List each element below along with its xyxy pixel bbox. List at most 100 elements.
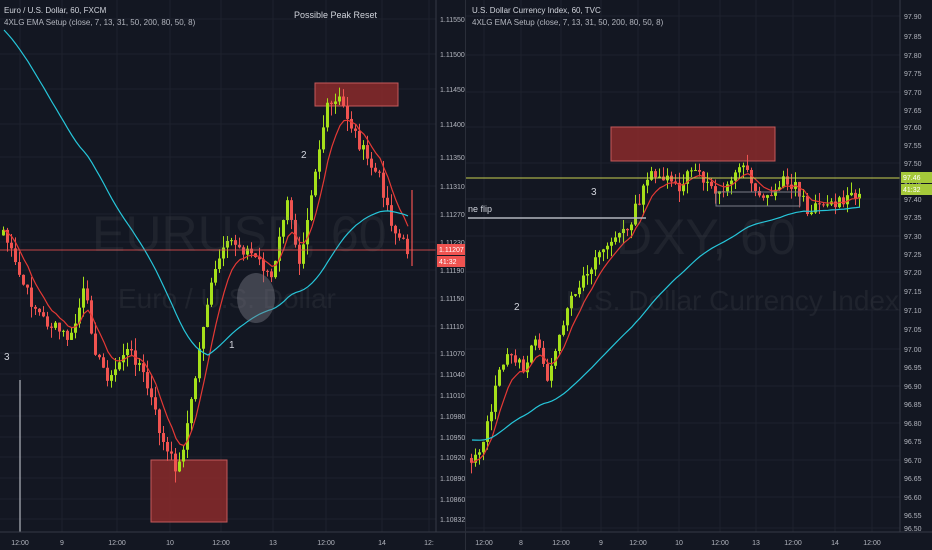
eurusd-candle-body-64: [258, 257, 261, 260]
dxy-candle-body-82: [798, 181, 801, 197]
dxy-candle-body-69: [746, 165, 749, 170]
eurusd-candle-body-24: [98, 354, 101, 358]
eurusd-price-tick-10: 1.11110: [440, 324, 464, 331]
dxy-candle-body-36: [614, 237, 617, 242]
dxy-candle-body-88: [822, 204, 825, 206]
eurusd-candle-body-26: [106, 367, 109, 381]
dxy-candle-body-21: [554, 351, 557, 366]
dxy-chart-title[interactable]: U.S. Dollar Currency Index, 60, TVC: [472, 6, 601, 15]
eurusd-candle-body-53: [214, 269, 217, 283]
dxy-candle-body-4: [486, 421, 489, 442]
dxy-candle-body-84: [806, 195, 809, 215]
dxy-candle-body-96: [854, 192, 857, 199]
eurusd-candle-body-19: [78, 307, 81, 324]
eurusd-candle-body-76: [306, 220, 309, 245]
dxy-price-tick-9: 97.00: [904, 347, 922, 354]
eurusd-candle-body-44: [178, 461, 181, 472]
dxy-candle-body-75: [770, 195, 773, 197]
dxy-candle-body-59: [706, 181, 709, 183]
eurusd-candle-body-75: [302, 244, 305, 264]
eurusd-time-tick-5: 13: [269, 540, 277, 547]
eurusd-candle-body-16: [66, 330, 69, 340]
dxy-candle-body-45: [650, 171, 653, 180]
dxy-candle-body-10: [510, 354, 513, 356]
dxy-candle-body-79: [786, 176, 789, 185]
dxy-price-tick-minor-5: 97.35: [904, 215, 922, 222]
eurusd-candle-body-7: [30, 287, 33, 307]
eurusd-indicator-legend[interactable]: 4XLG EMA Setup (close, 7, 13, 31, 50, 20…: [4, 18, 196, 27]
dxy-chart-panel[interactable]: 97.90 97.80 97.70 97.60 97.50 97.40 97.30 97.20…: [466, 0, 932, 550]
eurusd-candle-body-67: [270, 271, 273, 278]
dxy-time-tick-2: 12:00: [552, 540, 570, 547]
eurusd-candle-body-9: [38, 308, 41, 313]
eurusd-price-tick-15: 1.10950: [440, 435, 465, 442]
dxy-price-tick-7: 97.20: [904, 270, 922, 277]
eurusd-candle-body-6: [26, 284, 29, 288]
eurusd-candle-body-81: [326, 102, 329, 128]
eurusd-price-tick-11: 1.11070: [440, 351, 465, 358]
dxy-price-tick-12: 96.70: [904, 458, 922, 465]
dxy-price-tick-minor-11: 96.75: [904, 439, 922, 446]
eurusd-highlight-ellipse: [237, 273, 275, 323]
eurusd-candle-body-70: [282, 220, 285, 237]
eurusd-candle-body-80: [322, 127, 325, 150]
dxy-candle-body-86: [814, 203, 817, 213]
dxy-wave-label-3: 3: [591, 187, 597, 198]
eurusd-price-tick-5: 1.11310: [440, 184, 465, 191]
dxy-chart-canvas[interactable]: 97.90 97.80 97.70 97.60 97.50 97.40 97.30 97.20…: [466, 0, 932, 550]
eurusd-price-tick-3: 1.11400: [440, 122, 465, 129]
dxy-indicator-legend[interactable]: 4XLG EMA Setup (close, 7, 13, 31, 50, 20…: [472, 18, 664, 27]
eurusd-candle-body-45: [182, 449, 185, 462]
eurusd-candle-body-20: [82, 288, 85, 308]
eurusd-price-axis-bg: [436, 0, 466, 550]
dxy-candle-body-64: [726, 184, 729, 192]
possible-peak-reset-label: Possible Peak Reset: [294, 10, 378, 20]
dxy-price-tick-minor-6: 97.25: [904, 252, 922, 259]
eurusd-ema-fast-line: [3, 119, 409, 447]
eurusd-countdown-tag: [437, 256, 466, 267]
dxy-candle-body-3: [482, 441, 485, 453]
dxy-candle-body-60: [710, 181, 713, 187]
wave-label-3: 3: [4, 352, 10, 363]
dxy-candle-body-23: [562, 325, 565, 335]
eurusd-candle-body-38: [154, 397, 157, 410]
dxy-time-tick-8: 12:00: [784, 540, 802, 547]
eurusd-chart-canvas[interactable]: 1.11550 1.11500 1.11450 1.11400 1.11350 1.113…: [0, 0, 466, 550]
dxy-time-tick-5: 10: [675, 540, 683, 547]
eurusd-candle-body-90: [362, 145, 365, 150]
ne-flip-label: ne flip: [468, 204, 493, 214]
panel-divider[interactable]: [465, 0, 466, 550]
eurusd-time-tick-7: 14: [378, 540, 386, 547]
eurusd-candle-body-57: [230, 240, 233, 242]
eurusd-candle-body-87: [350, 118, 353, 129]
dxy-price-tick-1: 97.80: [904, 53, 922, 60]
dxy-candle-body-52: [678, 182, 681, 192]
dxy-candle-body-95: [850, 192, 853, 196]
dxy-candle-body-77: [778, 187, 781, 190]
eurusd-watermark-name: Euro / U.S. Dollar: [118, 283, 336, 314]
eurusd-candle-body-79: [318, 149, 321, 172]
eurusd-chart-title[interactable]: Euro / U.S. Dollar, 60, FXCM: [4, 6, 107, 15]
eurusd-candle-body-12: [50, 326, 53, 328]
eurusd-zone-box-0: [150, 459, 228, 523]
eurusd-candle-body-36: [146, 372, 149, 389]
eurusd-candle-body-27: [110, 375, 113, 381]
dxy-candle-body-68: [742, 165, 745, 168]
dxy-candle-body-9: [506, 354, 509, 365]
dxy-price-tick-11: 96.80: [904, 421, 922, 428]
dxy-candle-body-37: [618, 233, 621, 238]
wave-label-1: 1: [229, 340, 235, 351]
dxy-price-tick-8: 97.10: [904, 308, 922, 315]
dxy-candle-body-34: [606, 245, 609, 250]
dxy-candle-body-83: [802, 195, 805, 197]
dxy-candle-body-74: [766, 195, 769, 198]
eurusd-time-tick-0: 12:00: [11, 540, 29, 547]
eurusd-candle-body-5: [22, 274, 25, 285]
eurusd-candle-body-65: [262, 259, 265, 271]
dxy-ema-fast-line: [471, 173, 861, 464]
eurusd-candle-body-97: [390, 205, 393, 226]
eurusd-candle-body-68: [274, 260, 277, 278]
dxy-candle-body-28: [582, 275, 585, 288]
eurusd-price-tick-7: 1.11230: [440, 240, 465, 247]
eurusd-chart-panel[interactable]: 1.11550 1.11500 1.11450 1.11400 1.11350 1.113…: [0, 0, 466, 550]
